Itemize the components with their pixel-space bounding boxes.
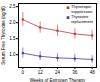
svg-text:1.5: 1.5: [9, 36, 16, 41]
svg-text:2.5: 2.5: [9, 4, 16, 9]
svg-text:1.0: 1.0: [9, 52, 16, 57]
svg-text:48: 48: [90, 70, 96, 75]
svg-text:2.0: 2.0: [9, 20, 16, 25]
svg-text:12: 12: [38, 70, 44, 75]
svg-text:Thyrotropinsuppression: Thyrotropinsuppression: [71, 4, 93, 13]
svg-text:Thyroxinereplacement: Thyroxinereplacement: [71, 14, 94, 23]
svg-text:0: 0: [22, 70, 25, 75]
svg-text:24: 24: [55, 70, 61, 75]
svg-text:Weeks of Estrogen Therapy: Weeks of Estrogen Therapy: [30, 78, 86, 82]
svg-text:36: 36: [72, 70, 78, 75]
svg-text:Serum Free Thyroxine (ng/dl): Serum Free Thyroxine (ng/dl): [1, 6, 6, 65]
